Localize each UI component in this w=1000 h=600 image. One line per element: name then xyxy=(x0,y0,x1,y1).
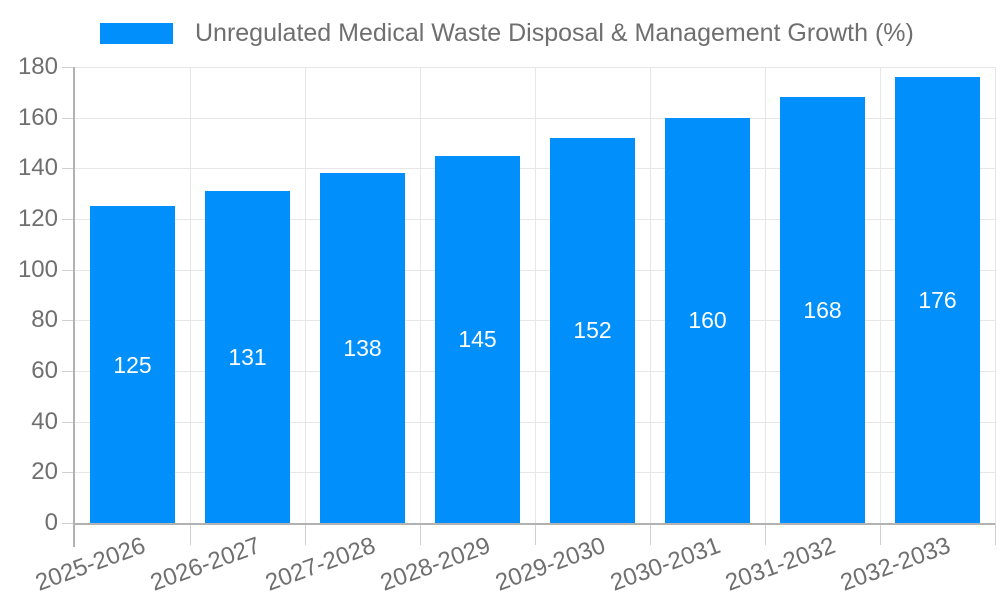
y-axis-label: 100 xyxy=(17,256,58,283)
x-axis-tick xyxy=(190,523,191,545)
gridline-vertical xyxy=(880,67,881,523)
bar[interactable] xyxy=(780,97,865,523)
y-axis-label: 140 xyxy=(17,154,58,181)
y-axis-label: 40 xyxy=(31,408,58,435)
x-axis-tick xyxy=(650,523,651,545)
y-axis-tick xyxy=(62,270,75,271)
x-axis-tick xyxy=(305,523,306,545)
gridline-vertical xyxy=(190,67,191,523)
y-axis-tick xyxy=(62,523,75,524)
gridline-vertical xyxy=(535,67,536,523)
legend-label: Unregulated Medical Waste Disposal & Man… xyxy=(195,19,914,47)
x-axis-label: 2031-2032 xyxy=(722,532,840,597)
y-axis-label: 120 xyxy=(17,205,58,232)
x-axis-label: 2032-2033 xyxy=(837,532,955,597)
y-axis-tick xyxy=(62,422,75,423)
x-axis-line xyxy=(73,523,995,525)
gridline-vertical xyxy=(765,67,766,523)
legend-item[interactable]: Unregulated Medical Waste Disposal & Man… xyxy=(100,19,914,47)
gridline-vertical xyxy=(305,67,306,523)
gridline-vertical xyxy=(650,67,651,523)
bar[interactable] xyxy=(665,118,750,523)
bar[interactable] xyxy=(895,77,980,523)
legend-swatch xyxy=(100,22,173,44)
y-axis-tick xyxy=(62,219,75,220)
gridline-vertical xyxy=(995,67,996,523)
x-axis-tick xyxy=(880,523,881,545)
y-axis-tick xyxy=(62,67,75,68)
bar[interactable] xyxy=(205,191,290,523)
bar[interactable] xyxy=(435,156,520,523)
x-axis-label: 2027-2028 xyxy=(262,532,380,597)
y-axis-tick xyxy=(62,472,75,473)
y-axis-label: 0 xyxy=(44,509,58,536)
x-axis-label: 2028-2029 xyxy=(377,532,495,597)
x-axis-label: 2029-2030 xyxy=(492,532,610,597)
y-axis-tick xyxy=(62,118,75,119)
gridline-vertical xyxy=(420,67,421,523)
x-axis-label: 2025-2026 xyxy=(32,532,150,597)
x-axis-tick xyxy=(995,523,996,545)
x-axis-tick xyxy=(420,523,421,545)
y-axis-label: 160 xyxy=(17,104,58,131)
y-axis-line xyxy=(73,67,75,547)
y-axis-label: 20 xyxy=(31,458,58,485)
bar[interactable] xyxy=(90,206,175,523)
x-axis-label: 2026-2027 xyxy=(147,532,265,597)
bar[interactable] xyxy=(550,138,635,523)
x-axis-label: 2030-2031 xyxy=(607,532,725,597)
y-axis-tick xyxy=(62,168,75,169)
x-axis-tick xyxy=(535,523,536,545)
y-axis-tick xyxy=(62,371,75,372)
y-axis-label: 180 xyxy=(17,53,58,80)
x-axis-tick xyxy=(765,523,766,545)
y-axis-tick xyxy=(62,320,75,321)
bar[interactable] xyxy=(320,173,405,523)
y-axis-label: 60 xyxy=(31,357,58,384)
y-axis-label: 80 xyxy=(31,306,58,333)
